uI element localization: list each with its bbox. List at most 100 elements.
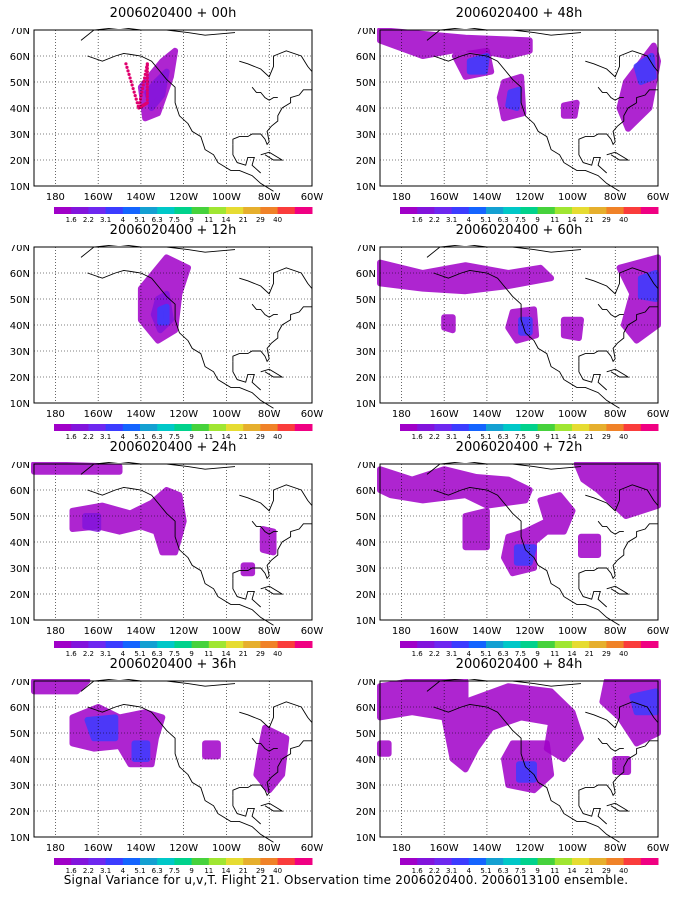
colorbar-label: 7.5 (515, 433, 526, 441)
colorbar-label: 5.1 (480, 216, 491, 224)
colorbar-label: 9 (189, 650, 193, 658)
y-tick-label: 50N (10, 512, 30, 523)
coastline (239, 50, 313, 78)
x-tick-label: 100W (558, 409, 587, 420)
colorbar-swatch (208, 207, 227, 214)
coastline (232, 361, 262, 391)
colorbar-label: 2.2 (429, 867, 440, 875)
y-tick-label: 40N (10, 755, 30, 766)
colorbar-swatch (468, 207, 487, 214)
y-tick-label: 50N (10, 78, 30, 89)
coastline (260, 368, 284, 378)
coastline (578, 144, 608, 174)
colorbar-swatch (226, 207, 244, 214)
coastline (597, 520, 624, 535)
colorbar-swatch (572, 858, 590, 865)
colorbar-swatch (88, 641, 107, 648)
colorbar-swatch (243, 207, 261, 214)
map-panel: 10N 20N 30N 40N 50N 60N 70N 180 160W 140W 120W 100W… (356, 245, 669, 441)
colorbar-swatch (277, 424, 296, 431)
colorbar-label: 4 (121, 433, 126, 441)
colorbar-label: 6.3 (152, 867, 163, 875)
colorbar-swatch (157, 424, 175, 431)
colorbar-swatch (486, 641, 504, 648)
colorbar-swatch (537, 858, 556, 865)
coastline (433, 52, 620, 192)
y-tick-label: 10N (10, 833, 30, 844)
y-tick-label: 30N (10, 347, 30, 358)
colorbar-swatch (71, 207, 89, 214)
variance-shading (131, 740, 151, 762)
colorbar-label: 14 (222, 650, 231, 658)
y-tick-label: 70N (10, 245, 30, 254)
colorbar-swatch (589, 641, 607, 648)
coastline (597, 86, 624, 101)
x-tick-label: 140W (472, 843, 501, 854)
plot-frame (379, 246, 659, 404)
colorbar-swatch (208, 424, 227, 431)
colorbar-label: 40 (273, 433, 282, 441)
x-tick-label: 180 (46, 409, 65, 420)
colorbar-swatch (208, 641, 227, 648)
y-tick-label: 50N (10, 295, 30, 306)
colorbar-swatch (260, 858, 279, 865)
colorbar-label: 40 (619, 216, 628, 224)
variance-shading (82, 513, 102, 532)
y-tick-label: 10N (10, 399, 30, 410)
x-tick-label: 140W (472, 409, 501, 420)
colorbar-label: 4 (467, 650, 472, 658)
flight-track-point (139, 94, 143, 98)
panel-title: 2006020400 + 36h (109, 657, 237, 672)
map-panel: 10N 20N 30N 40N 50N 60N 70N 180 160W 140W 120W 100W… (10, 28, 323, 224)
flight-track-point (127, 72, 131, 77)
colorbar-label: 11 (204, 433, 213, 441)
colorbar-label: 5.1 (134, 867, 145, 875)
colorbar-swatch (174, 424, 193, 431)
colorbar-swatch (640, 641, 659, 648)
colorbar-label: 7.5 (515, 650, 526, 658)
variance-shading (441, 314, 456, 334)
colorbar-label: 11 (550, 433, 559, 441)
colorbar-swatch (157, 641, 175, 648)
x-tick-label: 120W (515, 843, 544, 854)
colorbar-swatch (71, 424, 89, 431)
coastline (260, 802, 284, 812)
colorbar-label: 6.3 (498, 650, 509, 658)
colorbar-label: 3.1 (100, 216, 111, 224)
figure-caption: Signal Variance for u,v,T. Flight 21. Ob… (63, 873, 629, 887)
coastline (239, 484, 313, 512)
y-tick-label: 40N (10, 321, 30, 332)
coastline (251, 520, 278, 535)
colorbar-swatch (503, 641, 521, 648)
coastline (87, 486, 274, 626)
coastline (232, 89, 312, 146)
flight-track-point (145, 82, 149, 86)
coastline (232, 144, 262, 174)
colorbar-label: 5.1 (134, 650, 145, 658)
variance-shading (202, 740, 221, 760)
variance-shading (578, 533, 602, 558)
colorbar-swatch (174, 207, 193, 214)
colorbar-label: 3.1 (446, 867, 457, 875)
variance-shading (377, 740, 392, 757)
colorbar-label: 1.6 (412, 433, 424, 441)
colorbar-swatch (554, 424, 573, 431)
variance-shading (84, 714, 119, 742)
colorbar-swatch (88, 424, 107, 431)
colorbar-label: 29 (256, 433, 265, 441)
colorbar-label: 4 (467, 216, 472, 224)
colorbar-swatch (468, 858, 487, 865)
colorbar-label: 7.5 (169, 433, 180, 441)
coastline (578, 795, 608, 825)
colorbar-swatch (554, 207, 573, 214)
panel-title: 2006020400 + 84h (455, 657, 583, 672)
y-tick-label: 70N (10, 462, 30, 471)
map-panel: 10N 20N 30N 40N 50N 60N 70N 180 160W 140W 120W 100W… (10, 462, 323, 658)
coastline (578, 361, 608, 391)
flight-track-point (124, 62, 128, 66)
colorbar-label: 11 (204, 867, 213, 875)
colorbar-swatch (434, 207, 453, 214)
colorbar-swatch (537, 641, 556, 648)
colorbar-label: 21 (585, 433, 594, 441)
colorbar-label: 11 (204, 216, 213, 224)
